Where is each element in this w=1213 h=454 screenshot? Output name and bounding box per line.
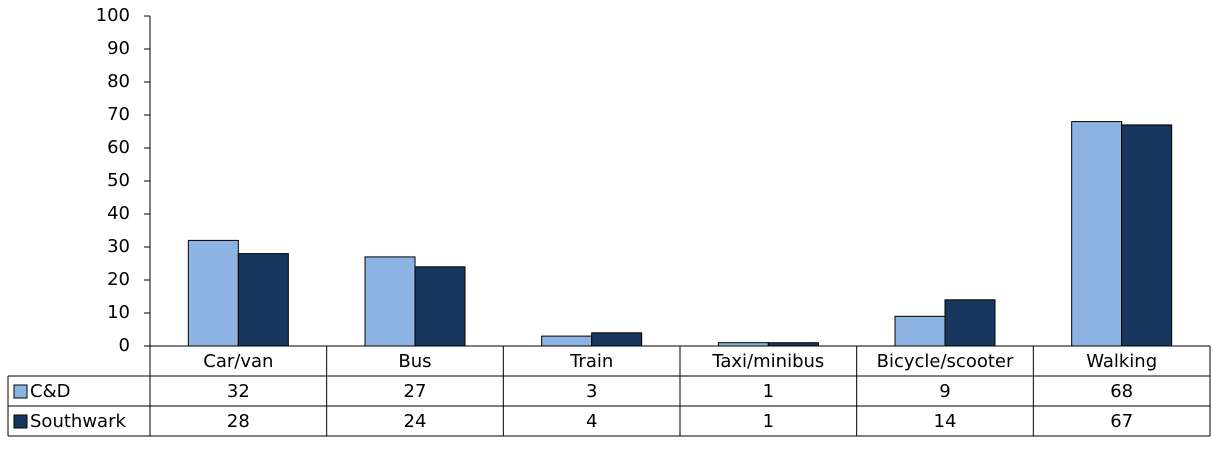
y-tick-label: 30	[107, 236, 130, 257]
legend-key	[13, 414, 28, 429]
table-value: 4	[586, 411, 597, 432]
x-tick-label: Car/van	[203, 351, 273, 372]
bar	[944, 299, 996, 347]
bar	[591, 332, 643, 347]
y-tick-label: 0	[119, 335, 130, 356]
table-value: 1	[763, 381, 774, 402]
bar	[364, 256, 416, 347]
legend-label: C&D	[30, 381, 70, 402]
table-value: 28	[227, 411, 250, 432]
table-value: 3	[586, 381, 597, 402]
y-tick-label: 20	[107, 269, 130, 290]
table-value: 1	[763, 411, 774, 432]
table-value: 24	[404, 411, 427, 432]
x-tick-label: Walking	[1086, 351, 1157, 372]
x-tick-label: Train	[569, 351, 613, 372]
table-value: 32	[227, 381, 250, 402]
y-tick-label: 100	[96, 5, 130, 26]
table-value: 9	[939, 381, 950, 402]
bar	[237, 253, 289, 347]
y-tick-label: 90	[107, 38, 130, 59]
table-value: 68	[1110, 381, 1133, 402]
table-value: 67	[1110, 411, 1133, 432]
x-tick-label: Bus	[398, 351, 431, 372]
bar	[541, 335, 593, 347]
table-value: 14	[934, 411, 957, 432]
bar	[414, 266, 466, 347]
bar	[187, 239, 239, 347]
legend-label: Southwark	[30, 411, 126, 432]
y-tick-label: 80	[107, 71, 130, 92]
y-tick-label: 60	[107, 137, 130, 158]
x-tick-label: Taxi/minibus	[711, 351, 824, 372]
bar	[1121, 124, 1173, 347]
y-tick-label: 10	[107, 302, 130, 323]
y-tick-label: 40	[107, 203, 130, 224]
y-tick-label: 70	[107, 104, 130, 125]
bar	[894, 315, 946, 347]
y-tick-label: 50	[107, 170, 130, 191]
bar	[1071, 121, 1123, 347]
table-value: 27	[404, 381, 427, 402]
x-tick-label: Bicycle/scooter	[877, 351, 1014, 372]
legend-key	[13, 384, 28, 399]
